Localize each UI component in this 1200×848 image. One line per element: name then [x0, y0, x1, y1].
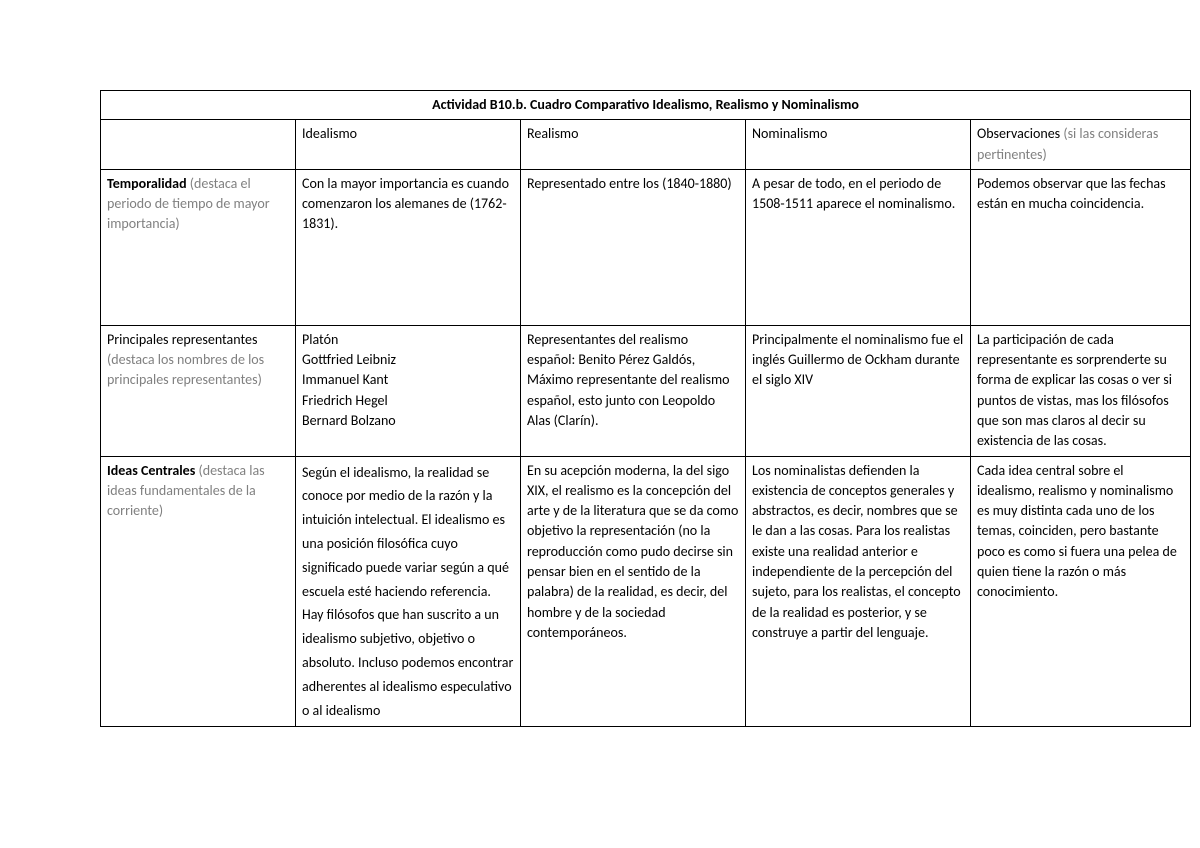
header-blank	[101, 120, 296, 170]
row-ideas: Ideas Centrales (destaca las ideas funda…	[101, 456, 1191, 727]
cell-representantes-realismo: Representantes del realismo español: Ben…	[521, 325, 746, 456]
cell-representantes-label: Principales representantes (destaca los …	[101, 325, 296, 456]
label-temporalidad-bold: Temporalidad	[107, 175, 187, 192]
table-header-row: Idealismo Realismo Nominalismo Observaci…	[101, 120, 1191, 170]
header-nominalismo: Nominalismo	[746, 120, 971, 170]
cell-temporalidad-idealismo: Con la mayor importancia es cuando comen…	[296, 169, 521, 325]
cell-ideas-observaciones: Cada idea central sobre el idealismo, re…	[971, 456, 1191, 727]
cell-ideas-nominalismo: Los nominalistas defienden la existencia…	[746, 456, 971, 727]
rep-ideal-l3: Immanuel Kant	[302, 371, 388, 388]
cell-representantes-observaciones: La participación de cada representante e…	[971, 325, 1191, 456]
label-ideas-bold: Ideas Centrales	[107, 462, 195, 479]
header-observaciones-bold: Observaciones	[977, 125, 1060, 142]
cell-temporalidad-nominalismo: A pesar de todo, en el periodo de 1508-1…	[746, 169, 971, 325]
cell-representantes-nominalismo: Principalmente el nominalismo fue el ing…	[746, 325, 971, 456]
header-realismo: Realismo	[521, 120, 746, 170]
cell-temporalidad-realismo: Representado entre los (1840-1880)	[521, 169, 746, 325]
rep-ideal-l1: Platón	[302, 331, 338, 348]
header-idealismo: Idealismo	[296, 120, 521, 170]
rep-ideal-l5: Bernard Bolzano	[302, 412, 396, 429]
table-title: Actividad B10.b. Cuadro Comparativo Idea…	[101, 91, 1191, 120]
row-representantes: Principales representantes (destaca los …	[101, 325, 1191, 456]
row-temporalidad: Temporalidad (destaca el periodo de tiem…	[101, 169, 1191, 325]
cell-temporalidad-observaciones: Podemos observar que las fechas están en…	[971, 169, 1191, 325]
document-page: Actividad B10.b. Cuadro Comparativo Idea…	[0, 0, 1200, 737]
cell-representantes-idealismo: Platón Gottfried Leibniz Immanuel Kant F…	[296, 325, 521, 456]
cell-ideas-idealismo: Según el idealismo, la realidad se conoc…	[296, 456, 521, 727]
rep-ideal-l4: Friedrich Hegel	[302, 392, 388, 409]
header-observaciones: Observaciones (si las consideras pertine…	[971, 120, 1191, 170]
rep-ideal-l2: Gottfried Leibniz	[302, 351, 396, 368]
comparison-table: Actividad B10.b. Cuadro Comparativo Idea…	[100, 90, 1191, 727]
cell-ideas-realismo: En su acepción moderna, la del sigo XIX,…	[521, 456, 746, 727]
cell-temporalidad-label: Temporalidad (destaca el periodo de tiem…	[101, 169, 296, 325]
label-representantes-gray: (destaca los nombres de los principales …	[107, 351, 264, 388]
cell-ideas-label: Ideas Centrales (destaca las ideas funda…	[101, 456, 296, 727]
table-title-row: Actividad B10.b. Cuadro Comparativo Idea…	[101, 91, 1191, 120]
label-representantes-bold: Principales representantes	[107, 331, 257, 348]
